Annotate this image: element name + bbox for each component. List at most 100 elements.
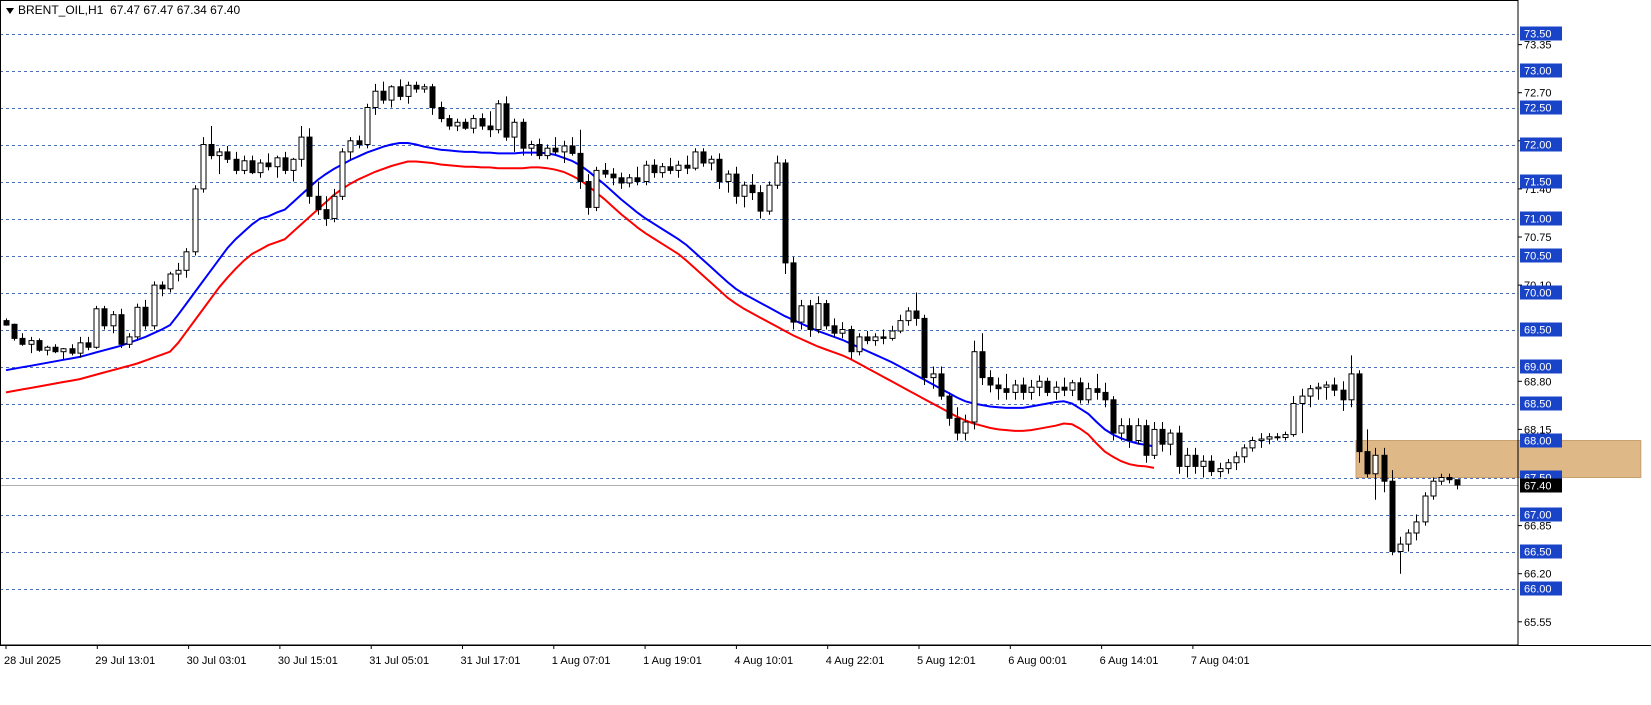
candle — [946, 392, 953, 426]
candle-body — [298, 136, 305, 160]
candle-body — [495, 103, 502, 131]
candle — [233, 151, 240, 175]
candle-body — [1118, 425, 1125, 434]
candle-body — [1020, 384, 1027, 393]
grid-level-badge — [1520, 359, 1562, 374]
candle — [1159, 422, 1166, 452]
candle-body — [1389, 480, 1396, 553]
moving-averages — [5, 142, 1155, 469]
candle-body — [544, 147, 551, 157]
candle-body — [331, 195, 338, 220]
candle-body — [1143, 425, 1150, 456]
candle — [848, 325, 855, 360]
candle-body — [1069, 382, 1076, 391]
candle — [151, 281, 158, 330]
candle-body — [1036, 380, 1043, 388]
candle — [971, 340, 978, 430]
candle — [1299, 388, 1306, 434]
candle-body — [200, 144, 207, 190]
candle — [1020, 377, 1027, 400]
candle — [356, 135, 363, 149]
supply-zone — [1355, 440, 1642, 478]
candle — [520, 118, 527, 156]
candle-body — [28, 340, 35, 345]
candle-body — [823, 303, 830, 327]
candle — [938, 366, 945, 400]
candle — [741, 181, 748, 208]
candle-body — [1225, 462, 1232, 470]
candle — [610, 168, 617, 186]
plot-border — [0, 0, 1519, 646]
grid-level-label: 72.00 — [1524, 140, 1552, 152]
symbol-timeframe: BRENT_OIL,H1 — [18, 3, 104, 17]
candle-body — [1413, 521, 1420, 534]
candle — [167, 271, 174, 293]
candle — [807, 299, 814, 337]
price-tick-label: 66.20 — [1524, 569, 1552, 581]
candle-body — [192, 188, 199, 253]
candle — [1364, 429, 1371, 478]
candle-body — [339, 151, 346, 197]
candle-body — [520, 121, 527, 149]
candle — [462, 118, 469, 130]
candle — [528, 140, 535, 156]
candle-body — [782, 162, 789, 264]
candle-body — [790, 262, 797, 323]
candle-body — [807, 305, 814, 331]
grid-level-label: 70.00 — [1524, 288, 1552, 300]
candle — [1069, 379, 1076, 397]
candle-body — [700, 151, 707, 164]
grid-level-badge — [1520, 285, 1562, 300]
candle — [1053, 381, 1060, 400]
candle — [282, 151, 289, 175]
candle — [1422, 492, 1429, 526]
current-price-label: 67.40 — [1524, 481, 1552, 493]
candle — [774, 155, 781, 189]
candle-body — [1323, 384, 1330, 388]
candle — [1241, 444, 1248, 463]
price-tick-label: 72.70 — [1524, 88, 1552, 100]
candle-body — [69, 348, 76, 354]
candle-body — [626, 177, 633, 184]
candle-body — [741, 184, 748, 197]
candle-body — [913, 310, 920, 319]
candle — [159, 281, 166, 297]
price-tick-label: 73.35 — [1524, 40, 1552, 52]
candle-body — [44, 346, 51, 351]
candle-body — [897, 320, 904, 332]
candle — [1266, 433, 1273, 445]
zone-rect — [1355, 440, 1642, 478]
candle-body — [1397, 543, 1404, 552]
candle — [118, 308, 125, 348]
candle — [1110, 396, 1117, 441]
candle — [675, 160, 682, 178]
candle-body — [905, 310, 912, 322]
candle — [142, 299, 149, 330]
candle — [224, 145, 231, 163]
candle — [503, 96, 510, 141]
candle-body — [839, 329, 846, 334]
candle-body — [938, 373, 945, 397]
candle-body — [1381, 454, 1388, 482]
grid-level-label: 67.00 — [1524, 510, 1552, 522]
chart-frame — [0, 0, 1651, 646]
time-tick-label: 4 Aug 22:01 — [826, 655, 885, 667]
candle — [36, 338, 43, 352]
candle-body — [3, 320, 10, 326]
candle-body — [1151, 428, 1158, 456]
candle — [733, 166, 740, 204]
candle-body — [1299, 395, 1306, 405]
candle — [110, 311, 117, 334]
candle-body — [1331, 384, 1338, 391]
price-tick-label: 66.85 — [1524, 521, 1552, 533]
candle — [28, 336, 35, 354]
candle — [85, 336, 92, 351]
candle — [577, 129, 584, 189]
candle-body — [413, 84, 420, 90]
candle-body — [454, 121, 461, 127]
candle — [241, 155, 248, 175]
candle-body — [634, 177, 641, 183]
candle-body — [536, 144, 543, 157]
collapse-triangle-icon[interactable] — [6, 7, 14, 14]
